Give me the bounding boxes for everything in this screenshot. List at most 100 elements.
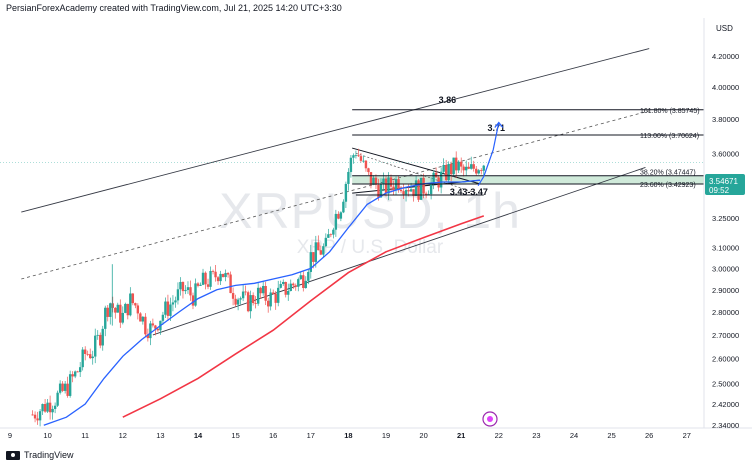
candle-body: [307, 271, 310, 281]
candle-body: [279, 283, 282, 288]
candle-body: [43, 404, 47, 412]
candle-body: [78, 367, 82, 373]
triangle-dotted-line: [355, 152, 477, 194]
candle-body: [382, 178, 385, 185]
fib-level-label: 161.80% (3.85745): [640, 108, 700, 115]
candle-body: [460, 161, 463, 167]
candle-body: [317, 242, 320, 251]
candle-body: [472, 164, 475, 169]
candle-body: [36, 418, 39, 421]
projection-arrow: [483, 122, 500, 177]
x-tick-label: 18: [344, 431, 352, 440]
candle-body: [329, 234, 333, 236]
candle-body: [249, 295, 252, 312]
fib-level-label: 113.00% (3.70624): [640, 133, 699, 140]
candle-body: [73, 371, 77, 377]
candle-body: [146, 334, 150, 339]
candle-body: [449, 163, 453, 175]
candle-body: [475, 168, 478, 174]
candle-body: [51, 408, 54, 413]
x-tick-label: 21: [457, 431, 465, 440]
candle-body: [374, 177, 378, 185]
x-tick-label: 15: [231, 431, 239, 440]
fib-level-label: 23.60% (3.42923): [640, 182, 696, 189]
candle-body: [292, 283, 295, 286]
y-tick-label: 4.20000: [712, 52, 739, 61]
x-tick-label: 24: [570, 431, 578, 440]
y-tick-label: 2.42000: [712, 400, 739, 409]
candle-body: [344, 183, 348, 202]
y-tick-label: 3.80000: [712, 115, 739, 124]
candle-body: [287, 291, 290, 295]
candle-body: [176, 289, 180, 301]
candle-body: [372, 177, 375, 185]
x-tick-label: 10: [43, 431, 51, 440]
candle-body: [312, 252, 315, 262]
candle-body: [154, 325, 157, 329]
candle-body: [362, 160, 365, 162]
replay-icon[interactable]: [482, 411, 498, 427]
candle-body: [454, 157, 458, 171]
candle-body: [136, 305, 140, 314]
candle-body: [211, 271, 215, 272]
candle-body: [289, 283, 292, 292]
candle-body: [121, 312, 124, 323]
candle-body: [314, 242, 318, 262]
x-tick-label: 12: [119, 431, 127, 440]
candle-body: [129, 293, 132, 316]
candle-body: [171, 302, 175, 305]
y-tick-label: 4.00000: [712, 83, 739, 92]
candle-body: [309, 252, 312, 272]
candle-body: [462, 166, 465, 171]
candle-body: [151, 323, 155, 326]
candle-body: [284, 281, 287, 295]
y-tick-label: 3.60000: [712, 149, 739, 158]
x-tick-label: 22: [495, 431, 503, 440]
candle-body: [101, 328, 104, 346]
candle-body: [367, 168, 370, 173]
candle-body: [277, 287, 280, 303]
candle-body: [414, 180, 418, 196]
candle-body: [114, 307, 117, 313]
candle-body: [434, 172, 438, 178]
ema-slow-line: [122, 215, 485, 418]
price-annotation: 3.86: [439, 95, 457, 105]
candle-body: [149, 323, 152, 339]
candle-body: [31, 414, 34, 416]
candle-body: [297, 279, 300, 287]
candle-body: [339, 212, 343, 219]
x-tick-label: 11: [81, 431, 89, 440]
candle-body: [68, 374, 72, 396]
candle-body: [116, 304, 119, 313]
candle-body: [256, 287, 260, 304]
candle-body: [104, 307, 107, 329]
candle-body: [199, 284, 202, 286]
candle-body: [412, 189, 415, 196]
projection-arrow-head: [494, 121, 504, 128]
candle-body: [432, 172, 435, 183]
candle-body: [419, 177, 423, 200]
x-tick-label: 17: [307, 431, 315, 440]
currency-label: USD: [716, 24, 733, 33]
candle-body: [106, 307, 109, 317]
tradingview-brand[interactable]: TradingView: [6, 450, 74, 460]
candle-body: [352, 155, 355, 158]
x-tick-label: 13: [156, 431, 164, 440]
projection-arrow-start: [477, 176, 485, 186]
candle-body: [156, 328, 160, 331]
candle-body: [186, 287, 190, 291]
candle-body: [377, 184, 380, 198]
candle-body: [119, 304, 122, 323]
x-tick-label: 20: [419, 431, 427, 440]
candle-body: [369, 172, 373, 185]
candle-body: [109, 303, 112, 317]
candle-body: [304, 280, 307, 289]
support-zone: [352, 175, 704, 185]
candle-body: [226, 272, 230, 275]
y-tick-label: 2.80000: [712, 308, 739, 317]
candle-body: [259, 287, 262, 294]
candle-body: [452, 157, 455, 175]
candle-body: [482, 165, 485, 171]
candle-body: [477, 170, 480, 174]
